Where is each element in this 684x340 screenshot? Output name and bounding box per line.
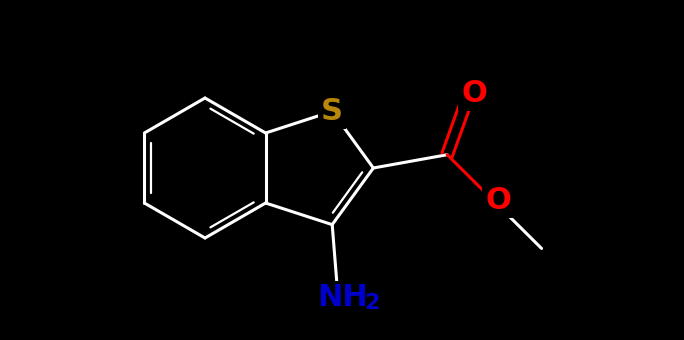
Text: S: S	[321, 97, 343, 126]
Text: O: O	[486, 186, 511, 215]
Text: O: O	[461, 79, 487, 108]
Text: 2: 2	[365, 293, 380, 313]
Text: NH: NH	[317, 283, 368, 312]
